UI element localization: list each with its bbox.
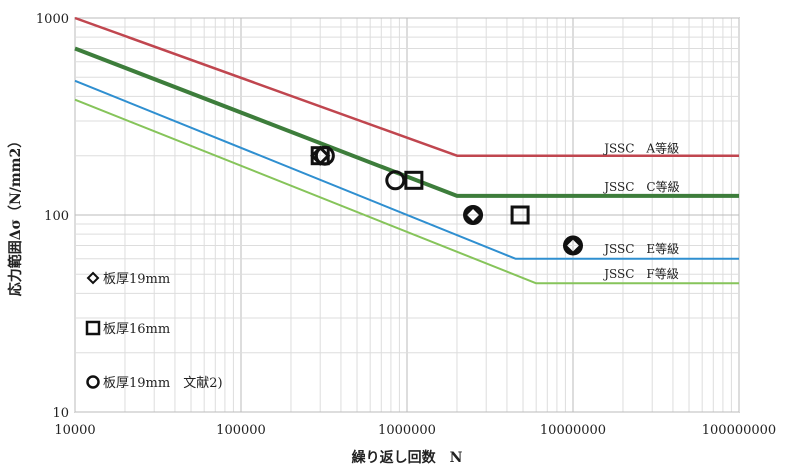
- curve-label-1: JSSC A等級: [602, 141, 679, 155]
- x-tick-label: 10000000: [540, 423, 606, 438]
- legend-label-2: 板厚16mm: [103, 322, 170, 337]
- x-tick-label: 10000: [54, 423, 95, 438]
- legend-label-1: 板厚19mm: [103, 272, 170, 287]
- circle-marker: [385, 170, 406, 191]
- legend-square-marker: [85, 320, 101, 336]
- series-line-3: [74, 79, 739, 260]
- circle-marker: [314, 145, 335, 166]
- legend-label-3: 板厚19mm 文献2): [103, 376, 223, 391]
- square-marker: [404, 170, 424, 190]
- x-tick-label: 100000000: [702, 423, 776, 438]
- grid-lines: [74, 17, 740, 413]
- circle-marker: [563, 235, 583, 256]
- curve-label-2: JSSC C等級: [602, 180, 679, 194]
- legend: 板厚19mm 板厚16mm 板厚19mm 文献2): [85, 271, 223, 391]
- legend-circle-marker: [86, 375, 100, 389]
- legend-diamond-marker: [86, 271, 100, 285]
- x-tick-label: 100000: [216, 423, 266, 438]
- y-tick-label: 1000: [36, 12, 69, 27]
- series-lines: [74, 16, 739, 285]
- series-line-2: [74, 46, 739, 198]
- x-axis-label: 繰り返し回数 N: [352, 449, 463, 466]
- circle-marker: [463, 205, 484, 225]
- series-line-1: [74, 16, 739, 157]
- square-marker: [510, 205, 530, 225]
- series-line-4: [74, 98, 739, 285]
- data-markers: [310, 145, 584, 256]
- curve-labels: JSSC A等級 JSSC C等級 JSSC E等級 JSSC F等級: [602, 141, 679, 280]
- axis-ticks: 10000 100000 1000000 10000000 100000000 10 100…: [36, 12, 776, 438]
- curve-label-4: JSSC F等級: [602, 267, 679, 281]
- y-tick-label: 100: [44, 209, 69, 224]
- x-tick-label: 1000000: [378, 423, 436, 438]
- y-tick-label: 10: [52, 406, 69, 421]
- curve-label-3: JSSC E等級: [602, 242, 679, 256]
- y-axis-label: 応力範囲Δσ（N/mm2）: [7, 134, 24, 296]
